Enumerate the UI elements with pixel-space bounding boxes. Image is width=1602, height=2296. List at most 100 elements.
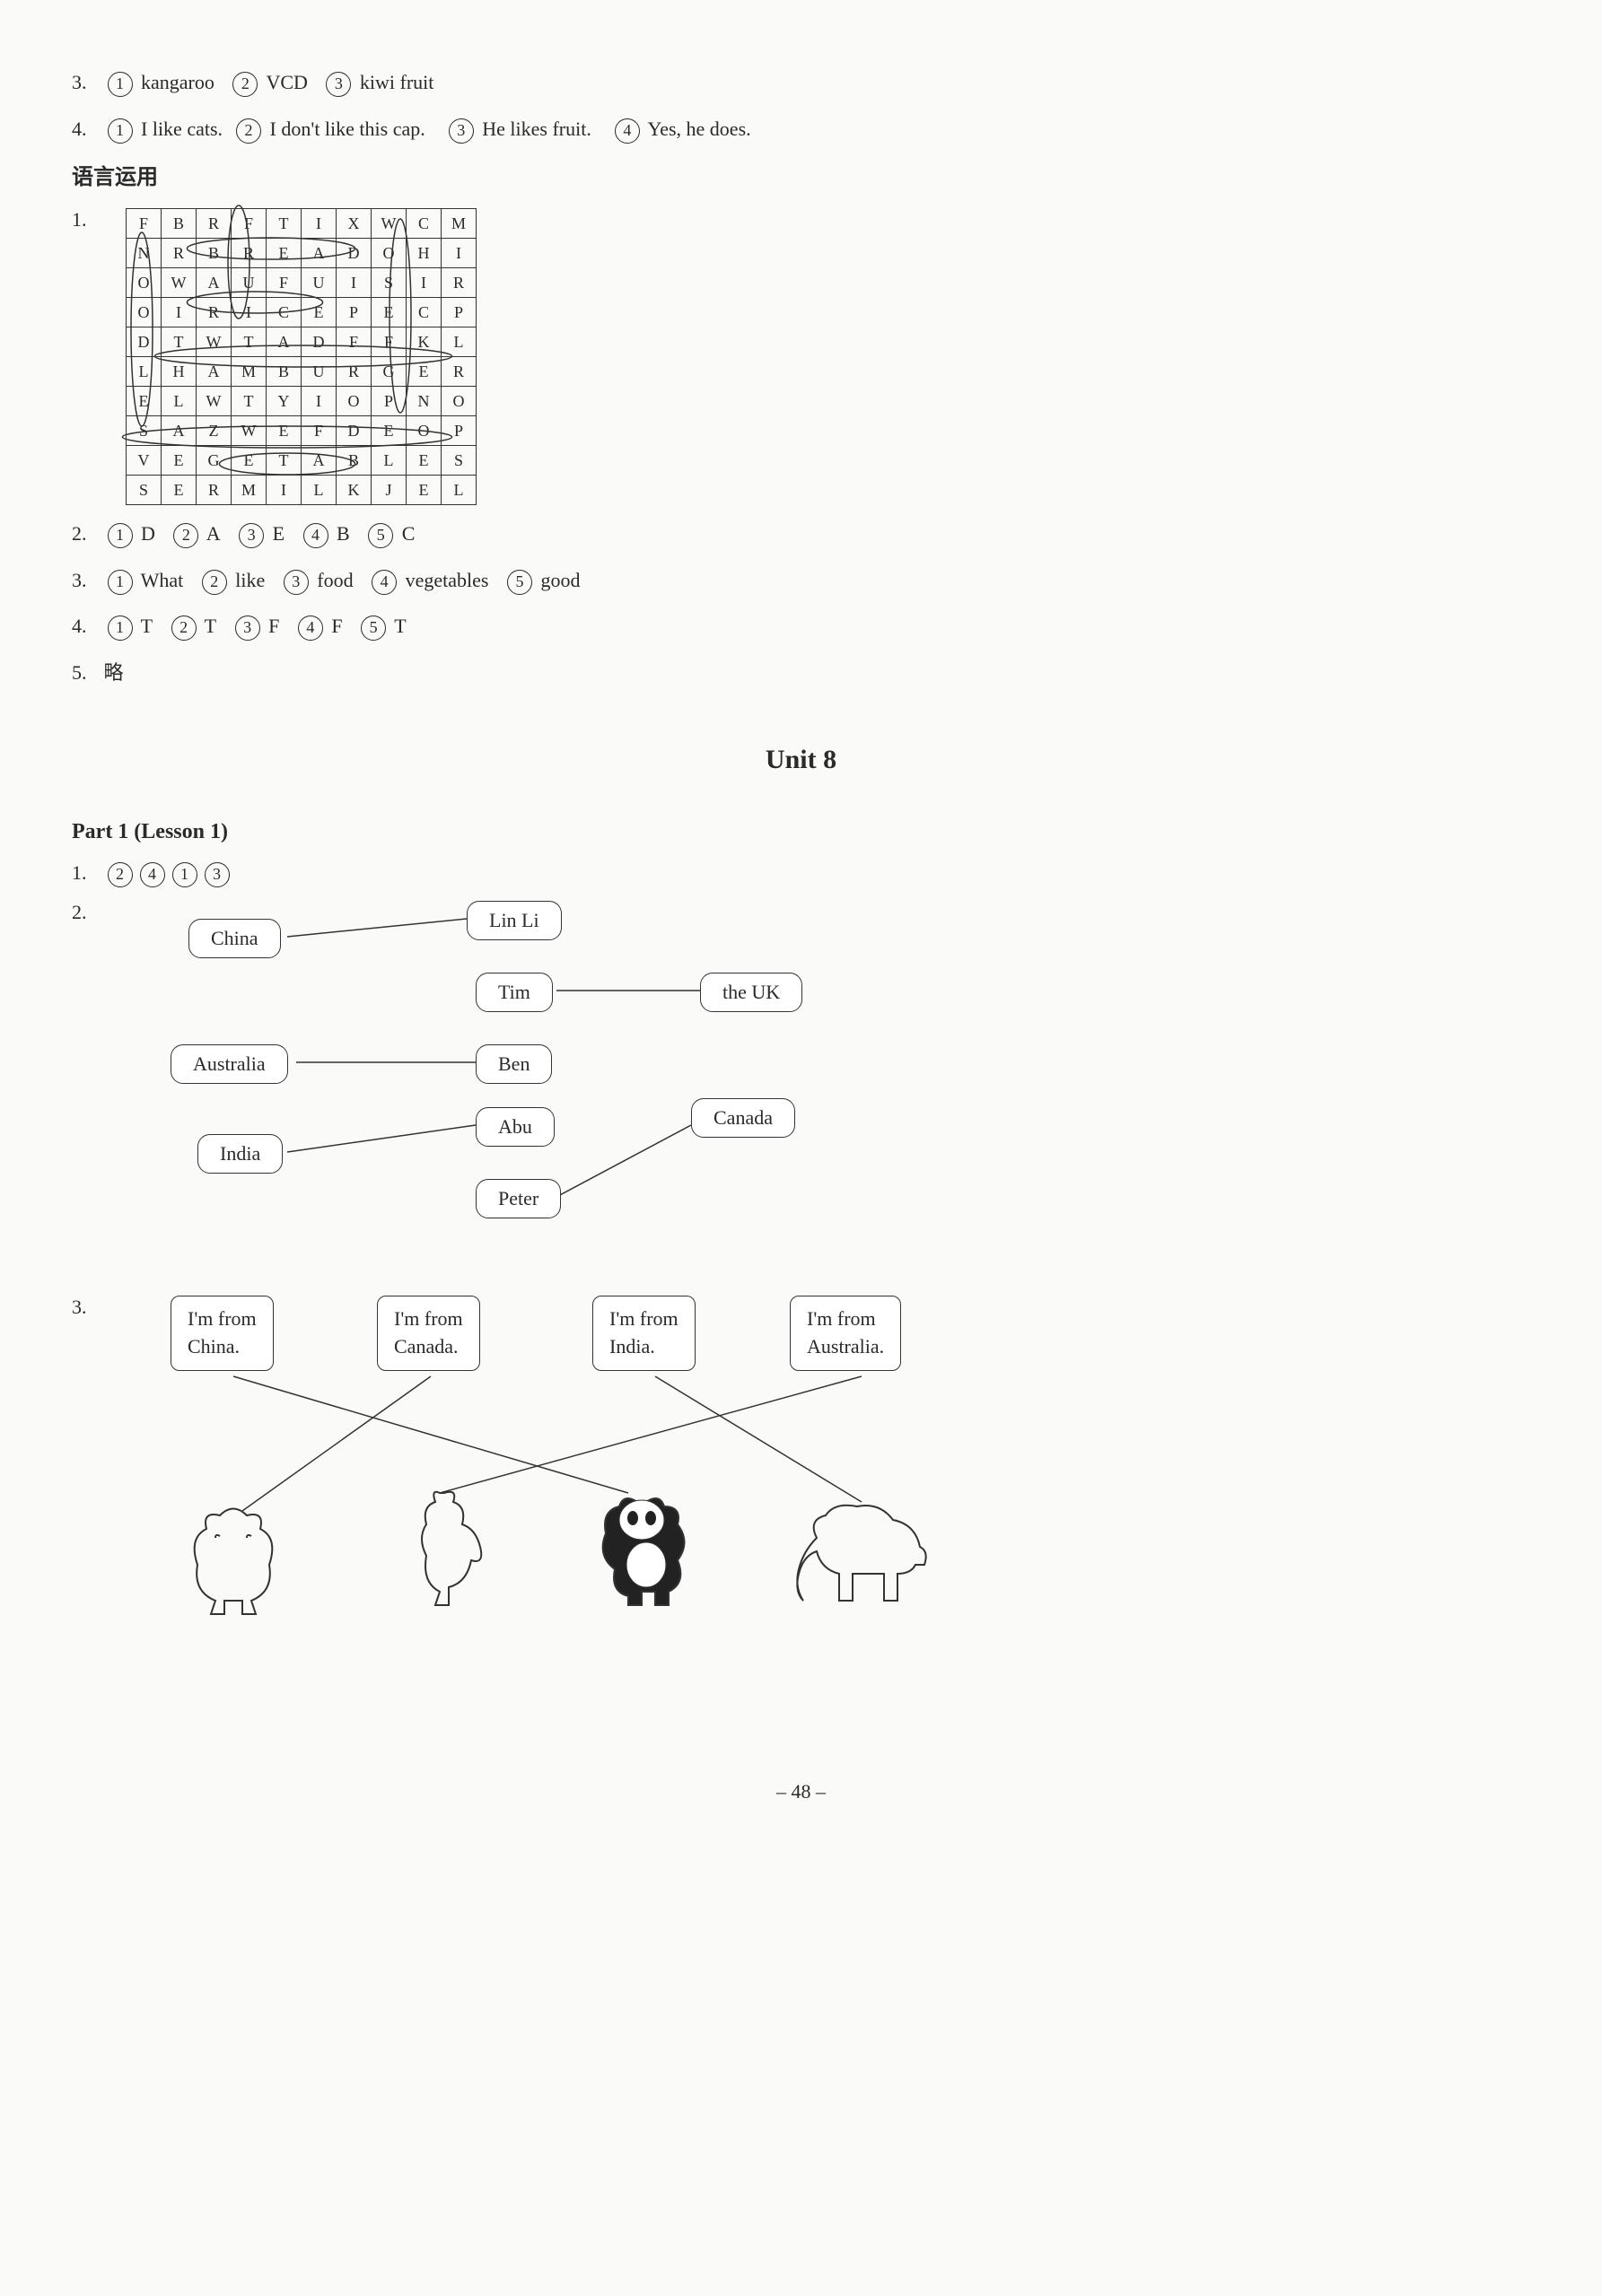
grid-cell: W bbox=[232, 416, 267, 446]
grid-cell: E bbox=[267, 239, 302, 268]
grid-cell: R bbox=[197, 209, 232, 239]
grid-cell: R bbox=[337, 357, 372, 387]
animal-panda-icon bbox=[574, 1475, 736, 1610]
speech-2: I'm fromIndia. bbox=[592, 1296, 696, 1371]
grid-cell: C bbox=[407, 298, 442, 327]
grid-cell: O bbox=[127, 298, 162, 327]
box-linli: Lin Li bbox=[467, 901, 562, 940]
grid-cell: O bbox=[372, 239, 407, 268]
box-india: India bbox=[197, 1134, 283, 1174]
box-abu: Abu bbox=[476, 1107, 555, 1147]
grid-cell: T bbox=[232, 327, 267, 357]
circled: 1 bbox=[172, 862, 197, 887]
grid-cell: E bbox=[407, 476, 442, 505]
circled: 2 bbox=[171, 615, 197, 641]
grid-cell: L bbox=[372, 446, 407, 476]
grid-cell: H bbox=[162, 357, 197, 387]
box-canada: Canada bbox=[691, 1098, 795, 1138]
item-text: like bbox=[235, 569, 265, 591]
box-uk: the UK bbox=[700, 973, 802, 1012]
grid-cell: B bbox=[337, 446, 372, 476]
grid-cell: S bbox=[442, 446, 477, 476]
grid-cell: J bbox=[372, 476, 407, 505]
circled-4: 4 bbox=[615, 118, 640, 144]
item-text: What bbox=[141, 569, 184, 591]
grid-cell: M bbox=[232, 476, 267, 505]
grid-cell: L bbox=[442, 327, 477, 357]
circled-3: 3 bbox=[449, 118, 474, 144]
item-text: kiwi fruit bbox=[360, 71, 434, 93]
item-text: food bbox=[317, 569, 353, 591]
item-text: Yes, he does. bbox=[648, 118, 751, 140]
grid-cell: E bbox=[127, 387, 162, 416]
grid-cell: E bbox=[302, 298, 337, 327]
grid-cell: F bbox=[372, 327, 407, 357]
part-title: Part 1 (Lesson 1) bbox=[72, 820, 1530, 844]
item-text: vegetables bbox=[406, 569, 489, 591]
grid-cell: X bbox=[337, 209, 372, 239]
grid-cell: Z bbox=[197, 416, 232, 446]
grid-cell: P bbox=[372, 387, 407, 416]
speech-3: I'm fromAustralia. bbox=[790, 1296, 901, 1371]
grid-cell: I bbox=[407, 268, 442, 298]
circled: 2 bbox=[173, 523, 198, 548]
grid-cell: F bbox=[302, 416, 337, 446]
num: 5. bbox=[72, 655, 99, 691]
circled-1: 1 bbox=[108, 118, 133, 144]
item-text: T bbox=[394, 615, 406, 637]
grid-cell: B bbox=[267, 357, 302, 387]
grid-cell: I bbox=[162, 298, 197, 327]
grid-cell: N bbox=[127, 239, 162, 268]
num: 1. bbox=[72, 855, 99, 891]
grid-cell: R bbox=[197, 476, 232, 505]
grid-cell: W bbox=[197, 387, 232, 416]
grid-cell: U bbox=[302, 268, 337, 298]
grid-cell: G bbox=[372, 357, 407, 387]
grid-cell: A bbox=[162, 416, 197, 446]
circled: 4 bbox=[372, 570, 397, 595]
circled: 3 bbox=[205, 862, 230, 887]
q2-matching-diagram: ChinaAustraliaIndiaLin LiTimBenAbuPetert… bbox=[153, 901, 960, 1278]
grid-cell: K bbox=[407, 327, 442, 357]
lang-use-heading: 语言运用 bbox=[72, 159, 1530, 190]
item-text: T bbox=[205, 615, 216, 637]
grid-cell: M bbox=[442, 209, 477, 239]
grid-cell: L bbox=[127, 357, 162, 387]
grid-cell: C bbox=[407, 209, 442, 239]
grid-cell: I bbox=[232, 298, 267, 327]
grid-cell: T bbox=[267, 446, 302, 476]
circled: 5 bbox=[368, 523, 393, 548]
grid-cell: A bbox=[197, 357, 232, 387]
grid-cell: D bbox=[337, 416, 372, 446]
grid-cell: U bbox=[302, 357, 337, 387]
grid-cell: A bbox=[302, 239, 337, 268]
grid-cell: D bbox=[337, 239, 372, 268]
grid-cell: R bbox=[197, 298, 232, 327]
num: 3. bbox=[72, 65, 99, 100]
item-text: 略 bbox=[104, 661, 124, 684]
num: 2. bbox=[72, 516, 99, 552]
grid-cell: C bbox=[267, 298, 302, 327]
circled: 1 bbox=[108, 570, 133, 595]
grid-cell: R bbox=[442, 357, 477, 387]
grid-cell: S bbox=[127, 476, 162, 505]
item-text: B bbox=[337, 522, 350, 545]
item-text: T bbox=[141, 615, 153, 637]
grid-cell: D bbox=[302, 327, 337, 357]
unit-title: Unit 8 bbox=[72, 745, 1530, 775]
grid-cell: E bbox=[372, 416, 407, 446]
grid-cell: O bbox=[127, 268, 162, 298]
circled: 2 bbox=[108, 862, 133, 887]
circled: 3 bbox=[284, 570, 309, 595]
item-text: I like cats. bbox=[141, 118, 223, 140]
grid-cell: B bbox=[197, 239, 232, 268]
item-text: D bbox=[141, 522, 155, 545]
grid-cell: E bbox=[232, 446, 267, 476]
grid-cell: A bbox=[267, 327, 302, 357]
item-text: VCD bbox=[266, 71, 307, 93]
circled-2: 2 bbox=[232, 72, 258, 97]
animal-bear-icon bbox=[171, 1493, 332, 1628]
grid-cell: H bbox=[407, 239, 442, 268]
grid-cell: E bbox=[162, 446, 197, 476]
top-line-3: 3. 1 kangaroo 2 VCD 3 kiwi fruit bbox=[72, 65, 1530, 100]
